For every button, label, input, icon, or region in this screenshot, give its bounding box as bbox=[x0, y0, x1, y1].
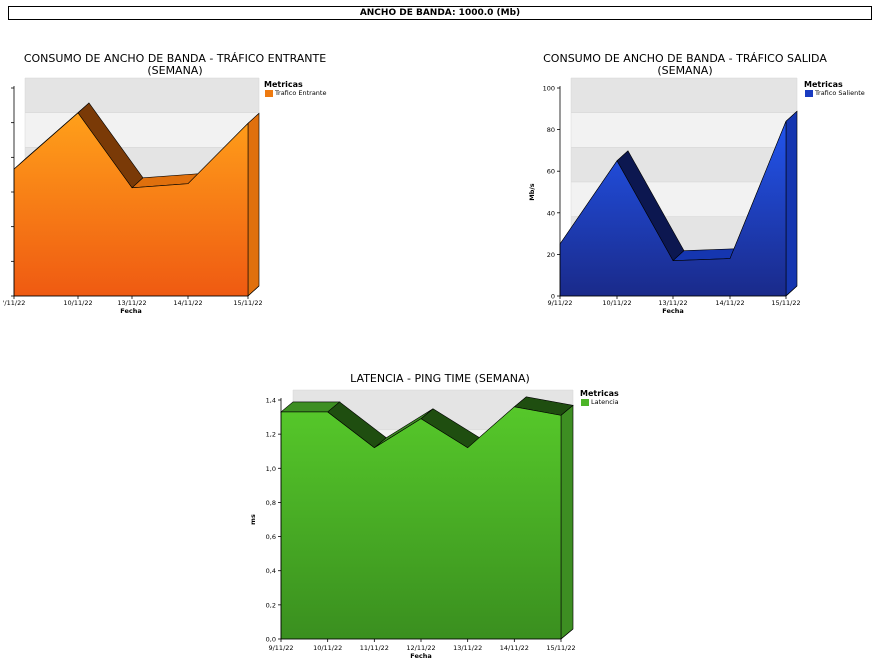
area-front bbox=[559, 121, 787, 297]
chart-title-line1: LATENCIA - PING TIME (SEMANA) bbox=[350, 372, 530, 385]
y-axis-title: Mb/s bbox=[528, 183, 536, 200]
legend-item: Trafico Saliente bbox=[805, 89, 865, 97]
x-tick-label: 14/11/22 bbox=[715, 299, 744, 307]
x-tick-label: 13/11/22 bbox=[453, 644, 482, 652]
y-tick-label: 80 bbox=[547, 126, 555, 134]
floor-edge bbox=[785, 285, 798, 297]
plot-group: 0,0 0,2 0,4 0,6 0,8 1,0 1,2 1,4 9/11/22 10/11/22 1… bbox=[249, 389, 576, 660]
y-tick-label: 0,0 bbox=[266, 636, 276, 644]
legend-swatch-icon bbox=[805, 89, 813, 97]
legend-label: Latencia bbox=[591, 398, 619, 406]
y-tick-label: 60 bbox=[547, 168, 555, 176]
y-tick-label: 0,2 bbox=[266, 601, 276, 609]
area-side-face bbox=[785, 110, 798, 297]
legend-label: Trafico Entrante bbox=[275, 89, 327, 97]
legend-item: Latencia bbox=[581, 398, 619, 406]
chart-latencia: LATENCIA - PING TIME (SEMANA) Metricas L… bbox=[240, 368, 640, 667]
y-tick-label: 0,8 bbox=[266, 499, 276, 507]
chart-title-line1: CONSUMO DE ANCHO DE BANDA - TRÁFICO SALI… bbox=[543, 52, 827, 65]
x-tick-label: 10/11/22 bbox=[602, 299, 631, 307]
legend-title: Metricas bbox=[264, 80, 303, 89]
x-tick-label: 11/11/22 bbox=[360, 644, 389, 652]
x-tick-label: 10/11/22 bbox=[313, 644, 342, 652]
x-tick-label: 13/11/22 bbox=[658, 299, 687, 307]
area-side-face bbox=[247, 112, 260, 297]
chart-trafico-salida: CONSUMO DE ANCHO DE BANDA - TRÁFICO SALI… bbox=[528, 46, 872, 336]
y-axis-title: ms bbox=[249, 514, 257, 525]
chart-plot: '/11/22 10/11/22 13/11/22 14/11/22 15/11/22 F… bbox=[3, 77, 263, 315]
chart-plot: 0,0 0,2 0,4 0,6 0,8 1,0 1,2 1,4 9/11/22 10/11/22 1… bbox=[249, 389, 576, 660]
x-tick-label: 15/11/22 bbox=[233, 299, 262, 307]
x-axis-title: Fecha bbox=[410, 652, 431, 660]
legend-item: Trafico Entrante bbox=[265, 89, 326, 97]
wall-band bbox=[24, 77, 260, 113]
bandwidth-banner-text: ANCHO DE BANDA: 1000.0 (Mb) bbox=[359, 8, 521, 18]
floor-edge bbox=[560, 628, 574, 640]
x-tick-label: 13/11/22 bbox=[117, 299, 146, 307]
y-tick-label: 0,4 bbox=[266, 567, 276, 575]
y-tick-label: 20 bbox=[547, 251, 555, 259]
x-axis-title: Fecha bbox=[120, 307, 141, 315]
legend-title: Metricas bbox=[804, 80, 843, 89]
area-front bbox=[280, 406, 562, 640]
y-tick-label: 100 bbox=[543, 85, 555, 93]
wall-band bbox=[570, 112, 798, 148]
floor-edge bbox=[247, 285, 260, 297]
x-tick-label: 10/11/22 bbox=[63, 299, 92, 307]
chart-title-line2: (SEMANA) bbox=[657, 64, 713, 77]
x-tick-label: 15/11/22 bbox=[546, 644, 575, 652]
chart-title-line2: (SEMANA) bbox=[147, 64, 203, 77]
y-tick-label: 0,6 bbox=[266, 533, 276, 541]
chart-plot: 0 20 40 60 80 100 9/11/22 10/11/22 13/11/22 14/11… bbox=[528, 77, 801, 315]
x-tick-label: 15/11/22 bbox=[771, 299, 800, 307]
y-tick-label: 1,0 bbox=[266, 465, 276, 473]
chart-trafico-entrante: CONSUMO DE ANCHO DE BANDA - TRÁFICO ENTR… bbox=[0, 46, 350, 336]
area-front bbox=[13, 112, 249, 297]
bandwidth-banner: ANCHO DE BANDA: 1000.0 (Mb) bbox=[8, 6, 872, 20]
legend-swatch-icon bbox=[581, 398, 589, 406]
x-tick-label: 14/11/22 bbox=[500, 644, 529, 652]
plot-group: 0 20 40 60 80 100 9/11/22 10/11/22 13/11/22 14/11… bbox=[528, 77, 801, 315]
x-tick-label: 9/11/22 bbox=[268, 644, 293, 652]
x-tick-label: 14/11/22 bbox=[173, 299, 202, 307]
x-tick-label: 9/11/22 bbox=[547, 299, 572, 307]
plot-group: '/11/22 10/11/22 13/11/22 14/11/22 15/11/22 F… bbox=[3, 77, 263, 315]
area-side-face bbox=[560, 404, 574, 640]
y-tick-label: 1,4 bbox=[266, 397, 276, 405]
legend-title: Metricas bbox=[580, 389, 619, 398]
chart-title-line1: CONSUMO DE ANCHO DE BANDA - TRÁFICO ENTR… bbox=[23, 52, 327, 65]
y-tick-label: 40 bbox=[547, 209, 555, 217]
y-tick-label: 1,2 bbox=[266, 431, 276, 439]
x-axis-title: Fecha bbox=[662, 307, 683, 315]
wall-band bbox=[570, 77, 798, 113]
x-tick-label: 12/11/22 bbox=[406, 644, 435, 652]
legend-label: Trafico Saliente bbox=[815, 89, 865, 97]
legend-swatch-icon bbox=[265, 89, 273, 97]
x-tick-label: '/11/22 bbox=[3, 299, 26, 307]
y-tick-label: 0 bbox=[551, 293, 555, 301]
